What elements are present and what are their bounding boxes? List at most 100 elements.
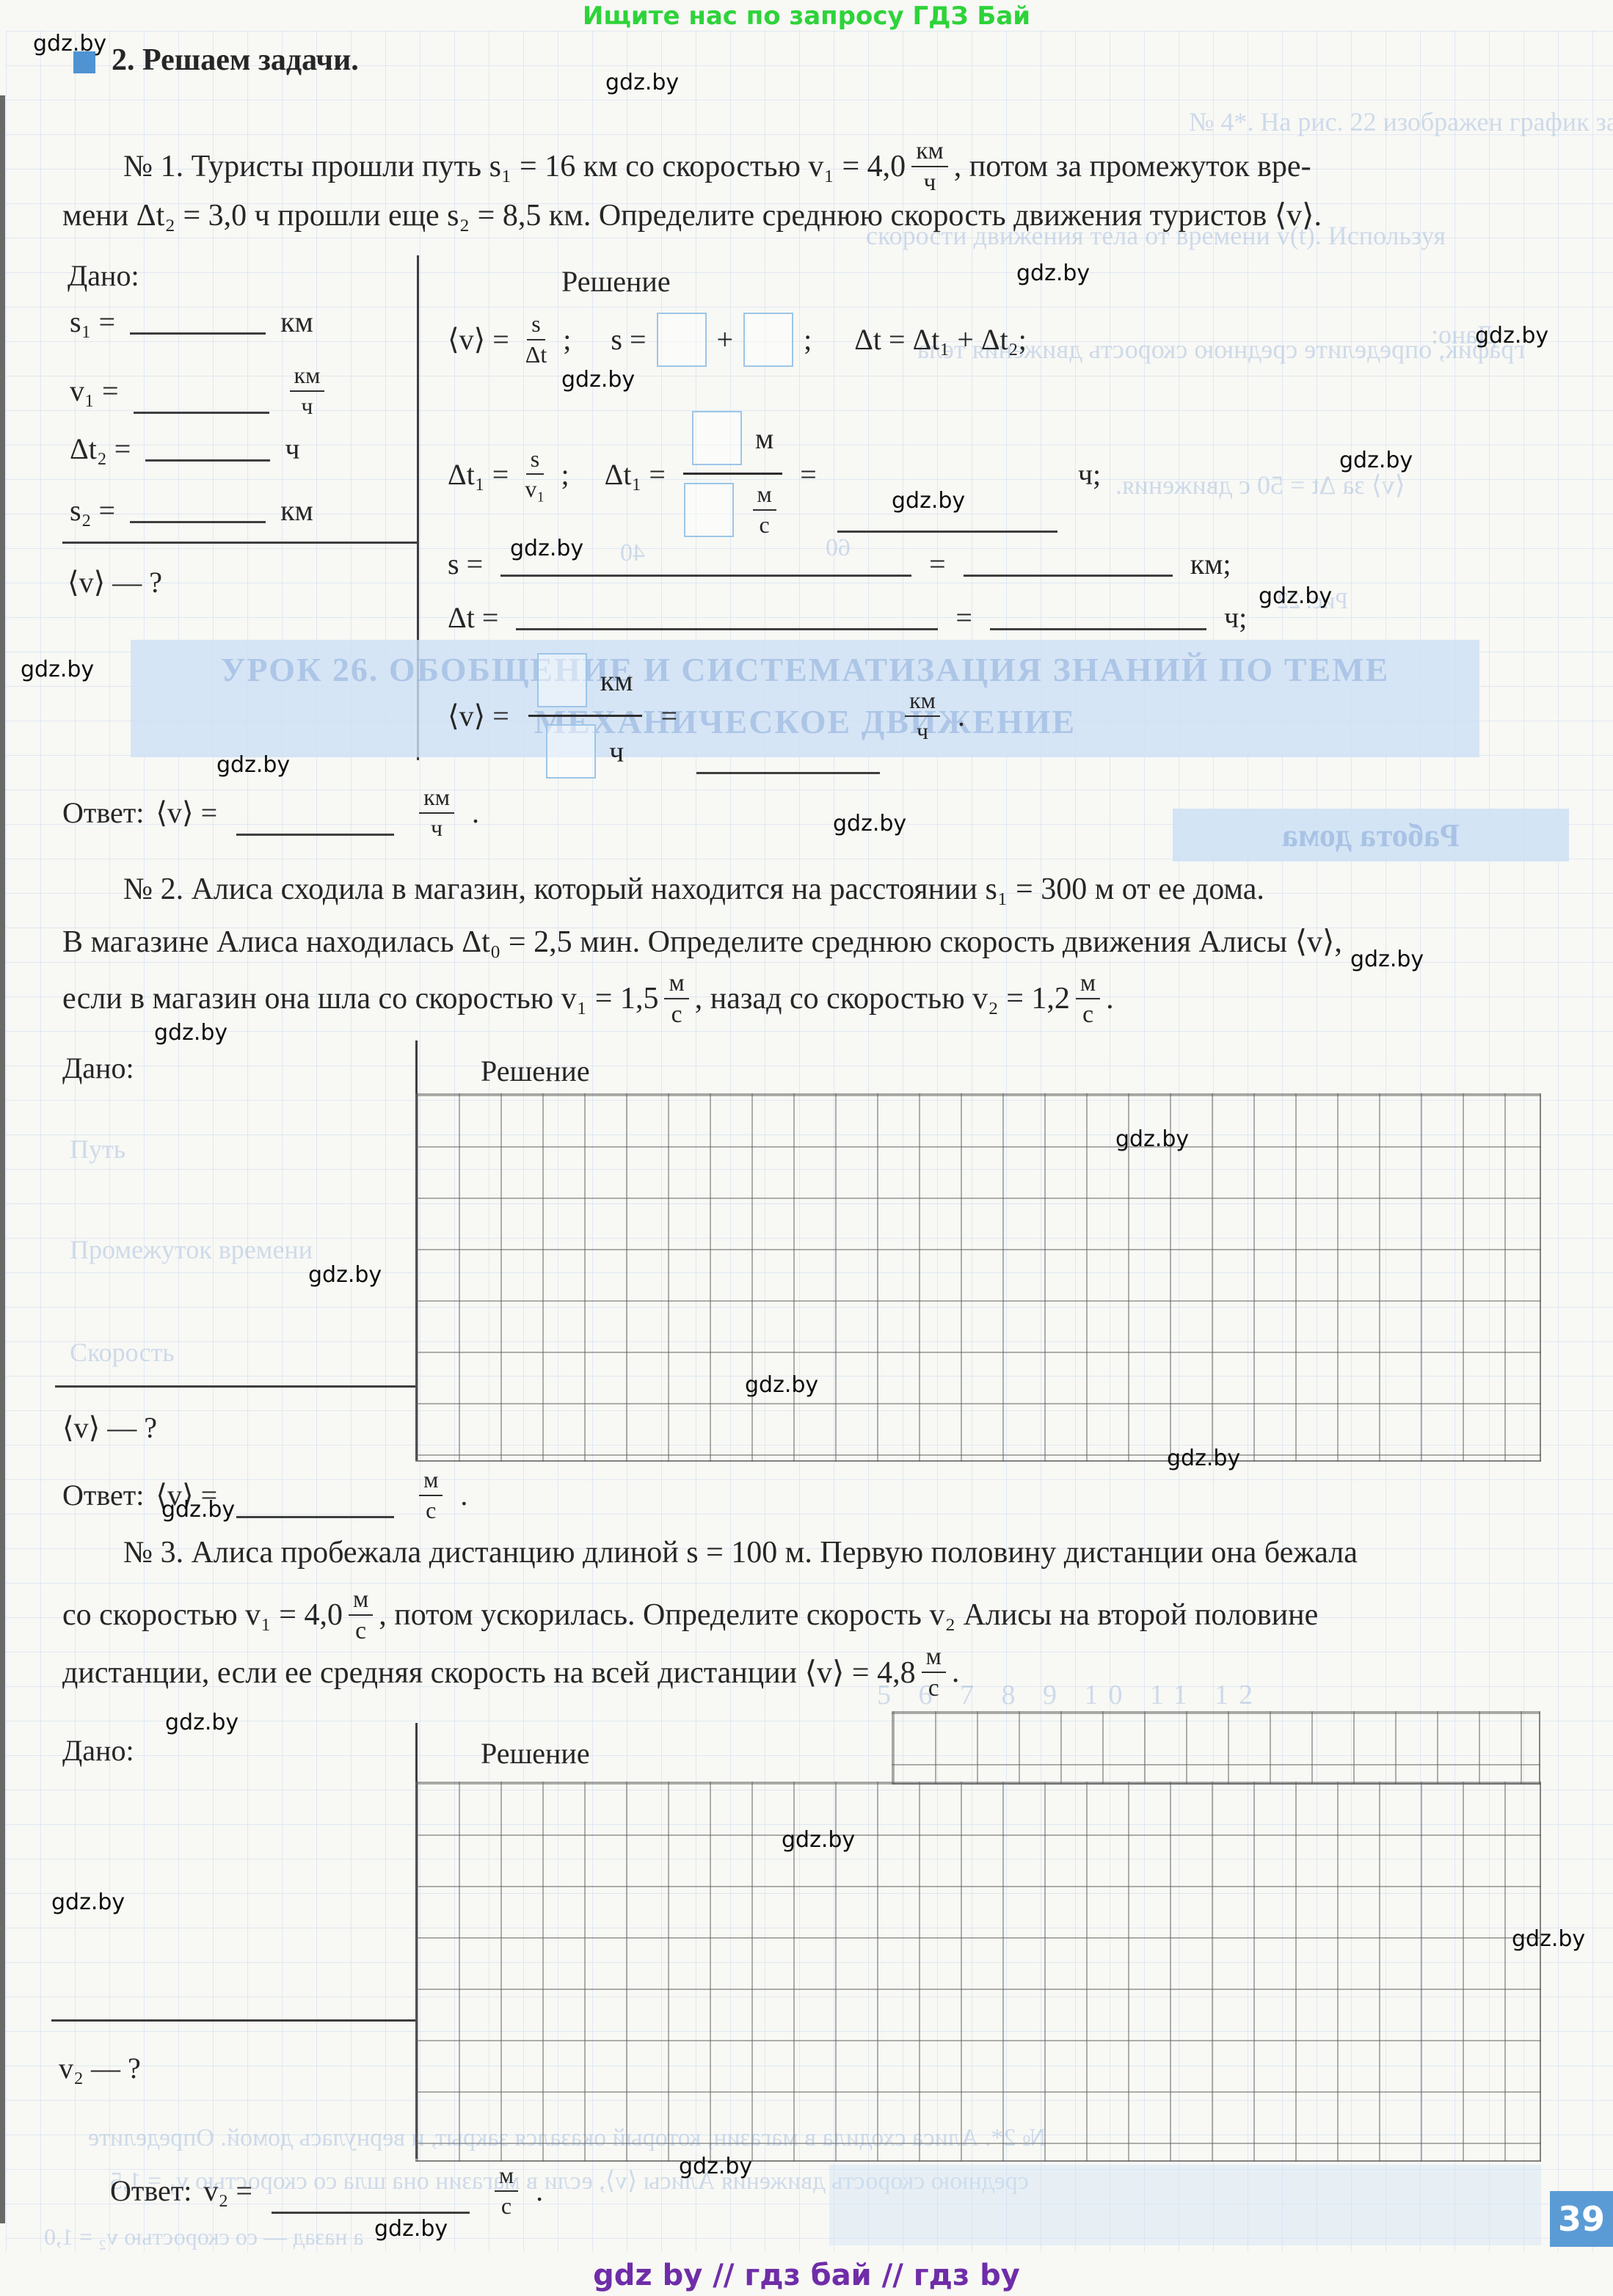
p1-sol-blank bbox=[696, 769, 881, 774]
unit-fraction-ms: м с bbox=[921, 1644, 946, 1702]
unit-num: км bbox=[289, 362, 325, 392]
unit-den: ч bbox=[916, 717, 929, 744]
gdz-watermark: gdz.by bbox=[561, 367, 636, 393]
p2-dano-question: ⟨v⟩ — ? bbox=[62, 1411, 157, 1444]
p3-line3b: . bbox=[951, 1655, 960, 1690]
ghost-text: а назад — со скоростью v₂ = 1,0 bbox=[44, 2223, 364, 2250]
footer-text: gdz by // гдз бай // гдз by bbox=[593, 2259, 1020, 2292]
p2-otvet-blank bbox=[236, 1513, 395, 1519]
p2-line3c: . bbox=[1106, 982, 1114, 1016]
unit-den: ч bbox=[923, 169, 936, 197]
gdz-watermark: gdz.by bbox=[374, 2216, 448, 2242]
formula-lhs: s = bbox=[448, 547, 484, 580]
p2-line3a: если в магазин она шла со скоростью v₁ =… bbox=[62, 982, 659, 1016]
p1-otvet-blank bbox=[236, 831, 395, 837]
unit-km: км bbox=[600, 663, 633, 697]
p3-otvet-blank bbox=[271, 2209, 470, 2215]
p2-reshenie-label: Решение bbox=[481, 1054, 590, 1087]
p1-dano-v1-blank bbox=[133, 409, 269, 415]
box-frac-den: м с bbox=[683, 475, 782, 538]
problem2-text-line3: если в магазин она шла со скоростью v₁ =… bbox=[62, 970, 1114, 1028]
unit-num: м bbox=[494, 2162, 519, 2192]
unit-h: ч; bbox=[1077, 457, 1102, 491]
problem2-text-line2: В магазине Алиса находилась Δt₀ = 2,5 ми… bbox=[62, 923, 1342, 960]
top-banner: Ищите нас по запросу ГДЗ Бай bbox=[582, 1, 1031, 31]
p1-otvet-row: Ответ: ⟨v⟩ = км ч . bbox=[62, 784, 479, 840]
ghost-text: № 2*. Алиса сходила в магазин, который о… bbox=[88, 2124, 1046, 2151]
p1-sol-row5: ⟨v⟩ = км ч = км ч . bbox=[448, 653, 965, 779]
gdz-watermark: gdz.by bbox=[51, 1889, 125, 1915]
p1-sol-blank bbox=[963, 572, 1173, 577]
answer-box bbox=[546, 724, 597, 779]
gdz-watermark: gdz.by bbox=[216, 752, 291, 778]
p2-line3b: , назад со скоростью v₂ = 1,2 bbox=[694, 982, 1070, 1016]
p2-dano-label: Дано: bbox=[62, 1052, 134, 1085]
unit-den: с bbox=[1082, 1001, 1093, 1029]
otvet-lhs: ⟨v⟩ = bbox=[156, 796, 218, 830]
unit-fraction-ms: м с bbox=[419, 1467, 443, 1523]
period: . bbox=[471, 796, 479, 830]
divider-problem1 bbox=[417, 255, 419, 760]
unit-fraction-ms: м с bbox=[1075, 970, 1101, 1029]
p2-line2: В магазине Алиса находилась Δt₀ = 2,5 ми… bbox=[62, 925, 1342, 959]
p1-sol-blank-long bbox=[516, 625, 939, 630]
gdz-watermark: gdz.by bbox=[308, 1262, 382, 1288]
p1-dano-row-s2: s₂ = км bbox=[70, 493, 313, 528]
ghost-band-line1: УРОК 26. ОБОБЩЕНИЕ И СИСТЕМАТИЗАЦИЯ ЗНАН… bbox=[220, 651, 1390, 688]
p3-line2b: , потом ускорилась. Определите скорость … bbox=[379, 1598, 1319, 1633]
fraction-s-v1: s v₁ bbox=[525, 446, 545, 502]
equals-sign: = bbox=[955, 601, 972, 634]
p1-dano-s1-label: s₁ = bbox=[70, 305, 116, 338]
p1-sol-row1: ⟨v⟩ = s Δt ; s = + ; Δt = Δt₁ + Δt₂; bbox=[448, 311, 1027, 367]
answer-box bbox=[743, 312, 794, 367]
unit-den: с bbox=[355, 1617, 367, 1645]
gdz-watermark: gdz.by bbox=[892, 488, 966, 514]
ghost-text: № 4*. На рис. 22 изображен график зависи… bbox=[1189, 107, 1613, 136]
unit-num: м bbox=[921, 1644, 946, 1674]
period: . bbox=[957, 699, 965, 732]
p1-dano-dt2-blank bbox=[145, 456, 271, 462]
unit-fraction-ms: м с bbox=[348, 1586, 374, 1645]
p3-dano-separator bbox=[51, 2019, 415, 2022]
gdz-watermark: gdz.by bbox=[745, 1372, 819, 1398]
frac-num: s bbox=[527, 311, 545, 340]
gdz-watermark: gdz.by bbox=[1016, 260, 1090, 286]
unit-km: км; bbox=[1190, 547, 1231, 580]
box-frac-num: км bbox=[528, 653, 642, 717]
unit-fraction-kmh: км ч bbox=[419, 784, 454, 840]
otvet-lhs: ⟨v⟩ = bbox=[156, 1479, 218, 1512]
otvet-lhs: v₂ = bbox=[203, 2174, 252, 2208]
box-frac-den: ч bbox=[546, 717, 624, 779]
p3-otvet-row: Ответ: v₂ = м с . bbox=[110, 2162, 543, 2218]
p1-line2: мени Δt₂ = 3,0 ч прошли еще s₂ = 8,5 км.… bbox=[62, 199, 1322, 233]
unit-fraction-ms: м с bbox=[664, 970, 689, 1028]
problem2-text-line1: № 2. Алиса сходила в магазин, который на… bbox=[123, 872, 1264, 907]
bleed-band: УРОК 26. ОБОБЩЕНИЕ И СИСТЕМАТИЗАЦИЯ ЗНАН… bbox=[131, 640, 1479, 757]
problem1-text-line2: мени Δt₂ = 3,0 ч прошли еще s₂ = 8,5 км.… bbox=[62, 197, 1322, 233]
gdz-watermark: gdz.by bbox=[833, 811, 907, 837]
p1-dano-question: ⟨v⟩ — ? bbox=[68, 566, 162, 599]
ghost-text: скорости движения тела от времени v(t). … bbox=[866, 221, 1446, 250]
semicolon: ; bbox=[804, 323, 812, 357]
p1-sol-blank bbox=[837, 528, 1057, 533]
answer-box bbox=[656, 312, 707, 367]
ghost-table-label: Скорость bbox=[70, 1338, 175, 1367]
formula-lhs: Δt₁ = bbox=[448, 457, 509, 491]
p1-dano-dt2-label: Δt₂ = bbox=[70, 432, 131, 465]
unit-den: с bbox=[426, 1496, 437, 1523]
p2-line1: № 2. Алиса сходила в магазин, который на… bbox=[123, 872, 1264, 906]
formula-lhs: ⟨v⟩ = bbox=[448, 699, 509, 732]
gdz-watermark: gdz.by bbox=[605, 70, 680, 95]
unit-num: м bbox=[348, 1586, 374, 1617]
p1-dano-v1-label: v₁ = bbox=[70, 374, 119, 408]
unit-den: с bbox=[759, 511, 770, 538]
otvet-label: Ответ: bbox=[62, 796, 145, 830]
problem3-text-line3: дистанции, если ее средняя скорость на в… bbox=[62, 1644, 959, 1702]
gdz-watermark: gdz.by bbox=[782, 1827, 856, 1853]
problem3-text-line2: со скоростью v₁ = 4,0 м с , потом ускори… bbox=[62, 1586, 1318, 1644]
unit-fraction-ms: м с bbox=[494, 2162, 519, 2218]
ghost-text: ⟨v⟩ за Δt = 50 с движения. bbox=[1115, 470, 1405, 500]
unit-den: с bbox=[928, 1674, 939, 1702]
unit-fraction-ms: м с bbox=[752, 481, 776, 538]
p1-dano-row-v1: v₁ = км ч bbox=[70, 362, 330, 418]
